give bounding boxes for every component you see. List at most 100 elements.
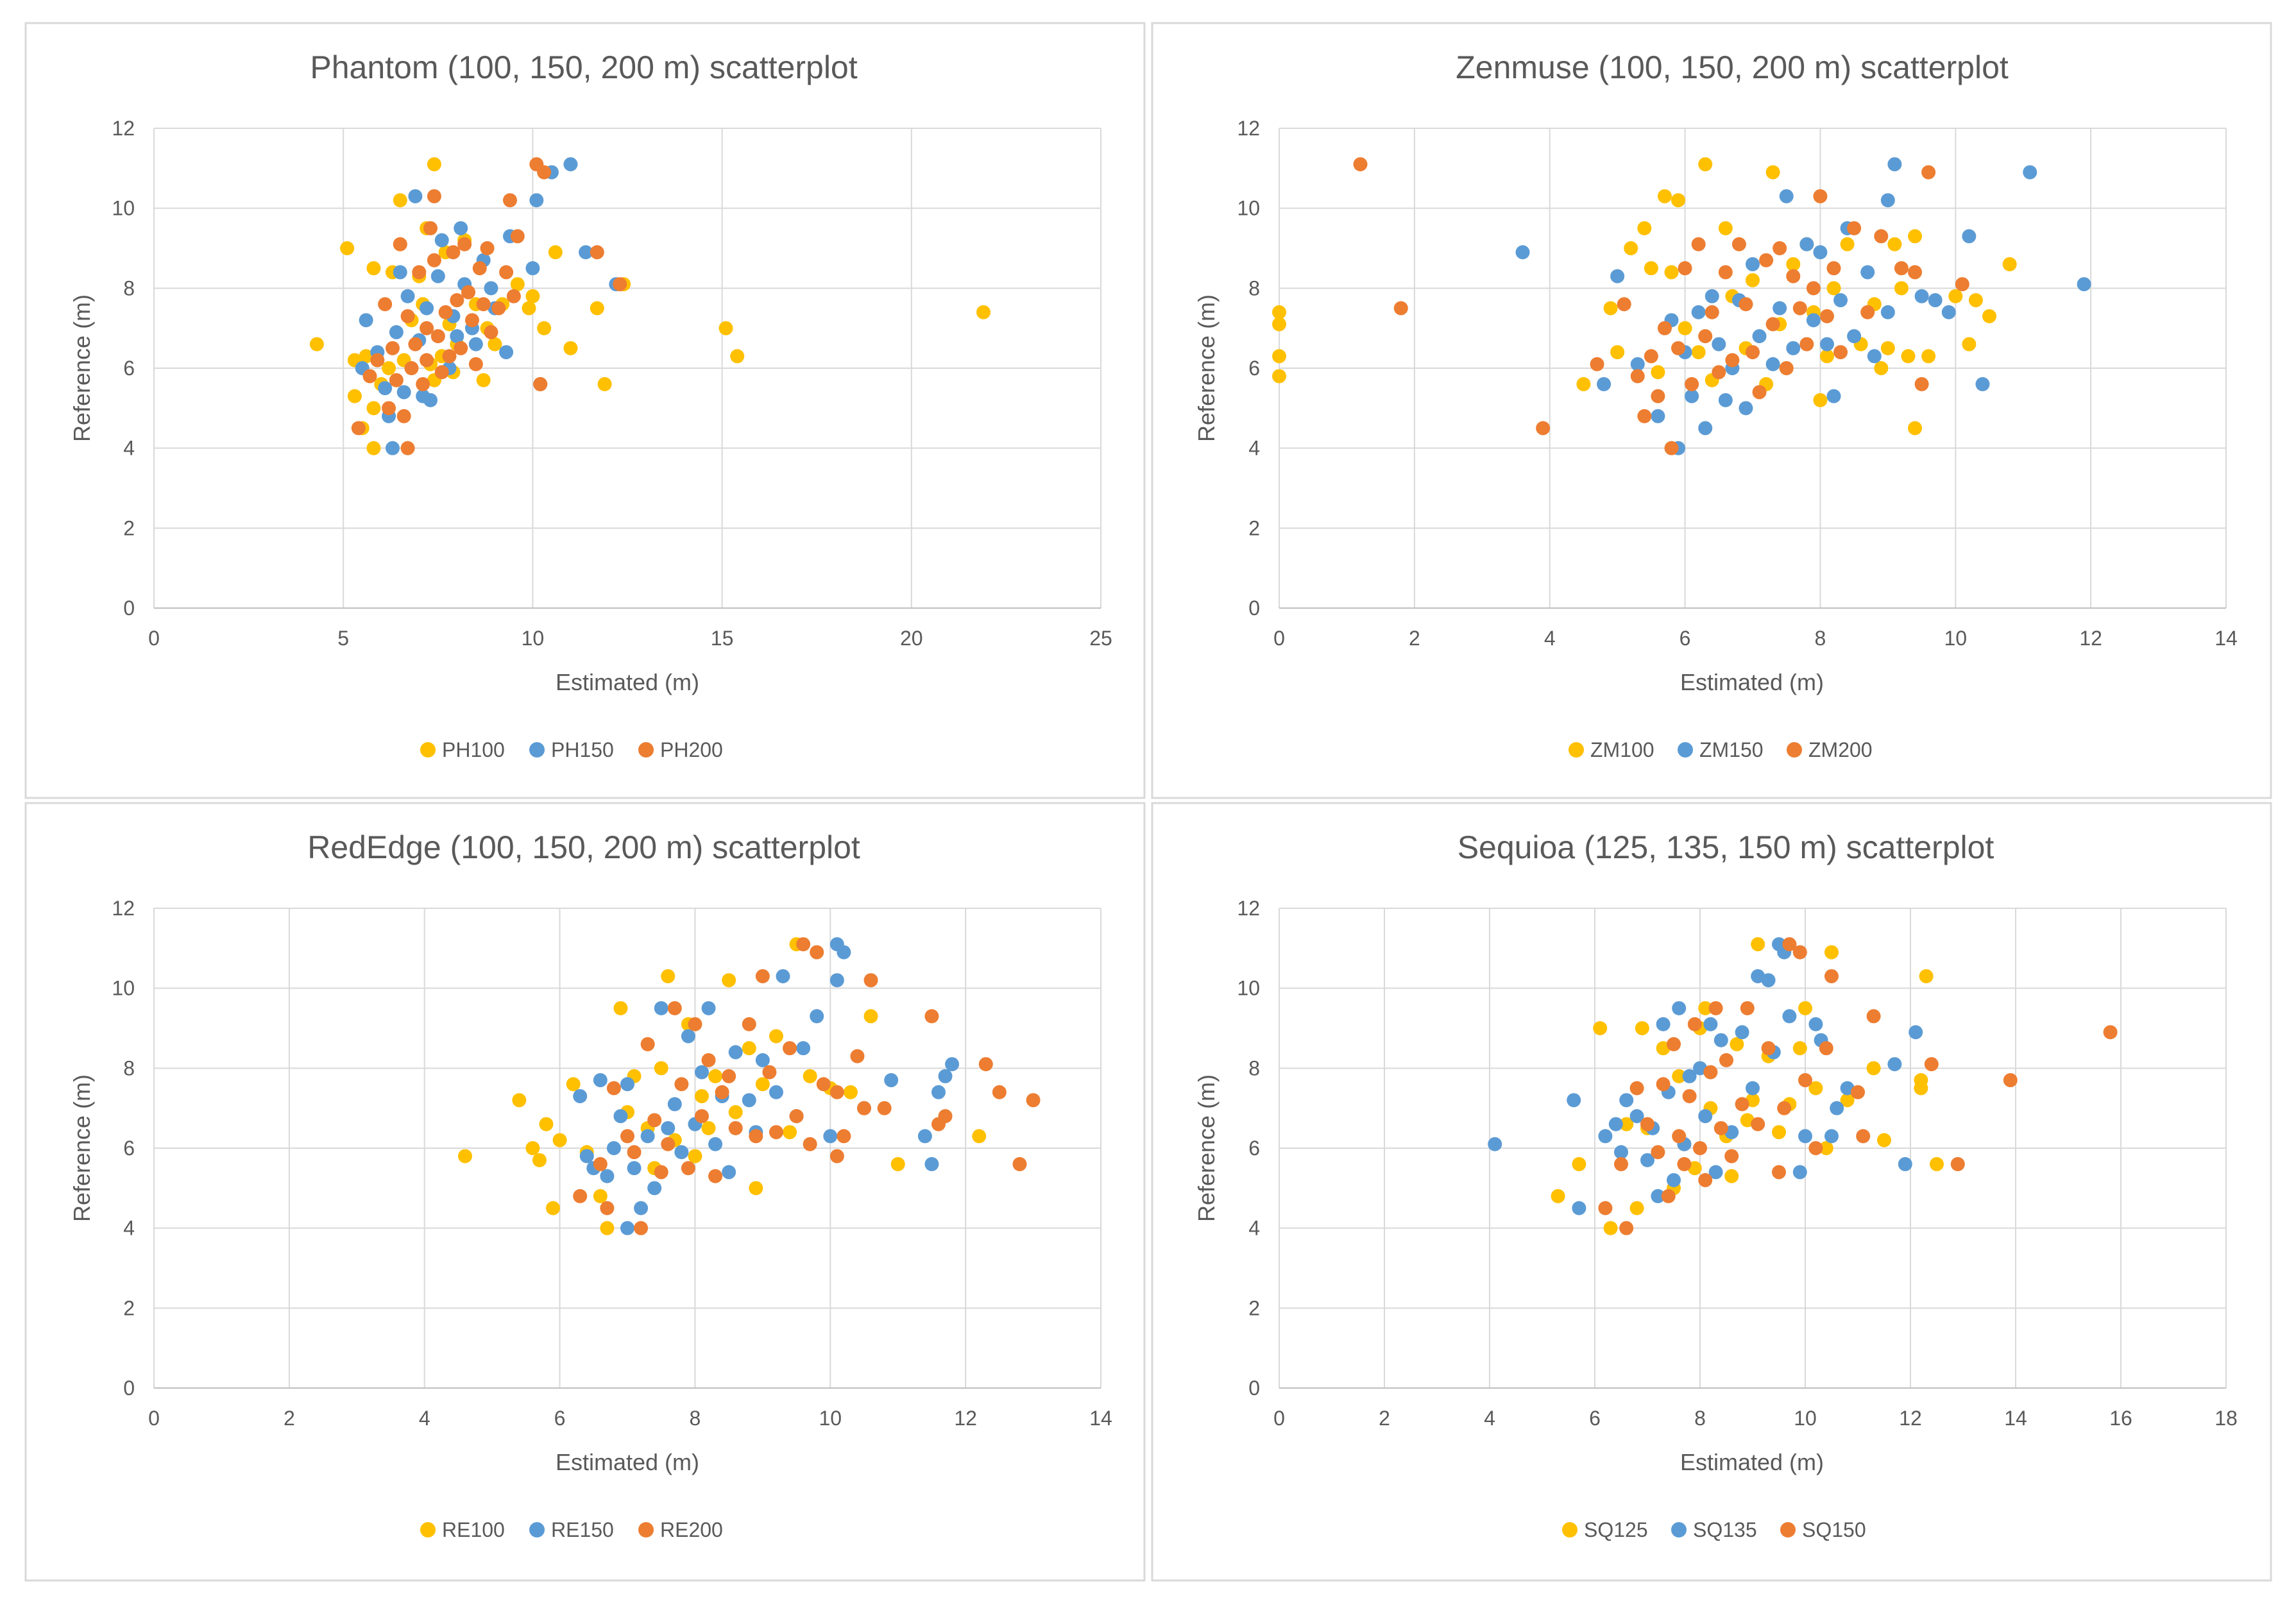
x-tick-label: 8 <box>690 1407 701 1430</box>
y-tick-label: 4 <box>123 1217 135 1240</box>
data-point <box>1272 369 1286 384</box>
data-point <box>1593 1021 1608 1035</box>
data-point <box>1603 301 1618 316</box>
data-point <box>776 969 790 983</box>
y-tick-label: 0 <box>1248 1377 1260 1400</box>
data-point <box>512 1093 527 1108</box>
data-point <box>890 1156 905 1171</box>
data-point <box>1637 409 1652 423</box>
data-point <box>532 1153 547 1167</box>
data-point <box>1808 1081 1823 1096</box>
data-point <box>1635 1021 1649 1035</box>
data-point <box>1824 1129 1839 1144</box>
data-point <box>708 1137 723 1151</box>
data-point <box>563 157 578 172</box>
data-point <box>1746 257 1760 271</box>
data-point <box>1860 265 1875 280</box>
data-point <box>1640 1117 1654 1131</box>
data-point <box>1874 229 1889 244</box>
data-point <box>1813 393 1828 407</box>
data-point <box>548 245 563 260</box>
legend-marker <box>1562 1522 1577 1537</box>
data-point <box>613 1109 628 1124</box>
data-point <box>351 421 366 436</box>
data-point <box>480 241 495 255</box>
data-point <box>590 245 604 260</box>
data-point <box>1691 345 1706 360</box>
data-point <box>1819 337 1834 352</box>
data-point <box>1840 237 1855 251</box>
data-point <box>1894 261 1909 276</box>
data-point <box>1724 1149 1739 1164</box>
data-point <box>769 1085 783 1099</box>
data-point <box>1671 193 1686 208</box>
data-point <box>640 1037 655 1051</box>
data-point <box>1819 349 1834 364</box>
x-tick-label: 18 <box>2215 1407 2238 1430</box>
data-point <box>362 369 377 384</box>
data-point <box>1712 365 1726 380</box>
data-point <box>1703 1017 1718 1031</box>
data-point <box>627 1161 642 1176</box>
data-point <box>1608 1117 1623 1131</box>
data-point <box>1713 1033 1728 1047</box>
data-point <box>1685 377 1699 391</box>
data-point <box>783 1125 797 1140</box>
data-point <box>1826 281 1841 296</box>
data-point <box>931 1085 946 1099</box>
chart-panel-zenmuse: Zenmuse (100, 150, 200 m) scatterplot 0 2… <box>1151 22 2272 799</box>
data-point <box>1813 189 1828 203</box>
data-point <box>1656 1017 1671 1031</box>
x-tick-label: 12 <box>954 1407 977 1430</box>
data-point <box>1877 1133 1891 1148</box>
data-point <box>1833 345 1848 360</box>
data-point <box>1682 1089 1697 1103</box>
x-tick-label: 0 <box>148 1407 160 1430</box>
data-point <box>694 1089 709 1103</box>
data-point <box>606 1081 621 1096</box>
data-point <box>573 1089 588 1103</box>
x-tick-label: 0 <box>1273 1407 1285 1430</box>
data-point <box>1830 1101 1844 1115</box>
data-point <box>416 377 430 391</box>
data-point <box>1962 337 1977 352</box>
data-point <box>1851 1085 1865 1099</box>
y-tick-label: 0 <box>123 597 135 620</box>
data-point <box>1955 277 1969 292</box>
data-point <box>1272 305 1286 319</box>
data-point <box>924 1156 939 1171</box>
data-point <box>450 293 464 308</box>
data-point <box>1909 1025 1923 1040</box>
chart-title: Phantom (100, 150, 200 m) scatterplot <box>310 49 857 85</box>
data-point <box>491 301 506 316</box>
data-point <box>537 165 552 180</box>
data-point <box>1824 945 1839 960</box>
data-point <box>1572 1201 1586 1216</box>
data-point <box>1746 273 1760 287</box>
data-point <box>1515 245 1530 260</box>
data-point <box>1272 349 1286 364</box>
data-point <box>1617 297 1631 312</box>
data-point <box>1713 1121 1728 1135</box>
data-point <box>1856 1129 1871 1144</box>
x-axis-label: Estimated (m) <box>556 1449 699 1475</box>
data-point <box>1629 1201 1644 1216</box>
data-point <box>863 973 878 988</box>
data-point <box>499 345 514 360</box>
data-point <box>742 1041 756 1056</box>
data-point <box>694 1065 709 1080</box>
data-point <box>464 313 479 328</box>
data-point <box>1773 301 1787 316</box>
data-point <box>2003 1073 2018 1088</box>
data-point <box>1629 1109 1644 1124</box>
legend-marker <box>1671 1522 1687 1537</box>
data-point <box>546 1201 561 1216</box>
data-point <box>430 269 445 284</box>
chart-title: RedEdge (100, 150, 200 m) scatterplot <box>307 829 860 865</box>
data-point <box>654 1165 668 1180</box>
data-point <box>674 1145 689 1160</box>
data-point <box>938 1109 953 1124</box>
data-point <box>701 1053 716 1067</box>
data-point <box>829 973 844 988</box>
data-point <box>597 377 612 391</box>
